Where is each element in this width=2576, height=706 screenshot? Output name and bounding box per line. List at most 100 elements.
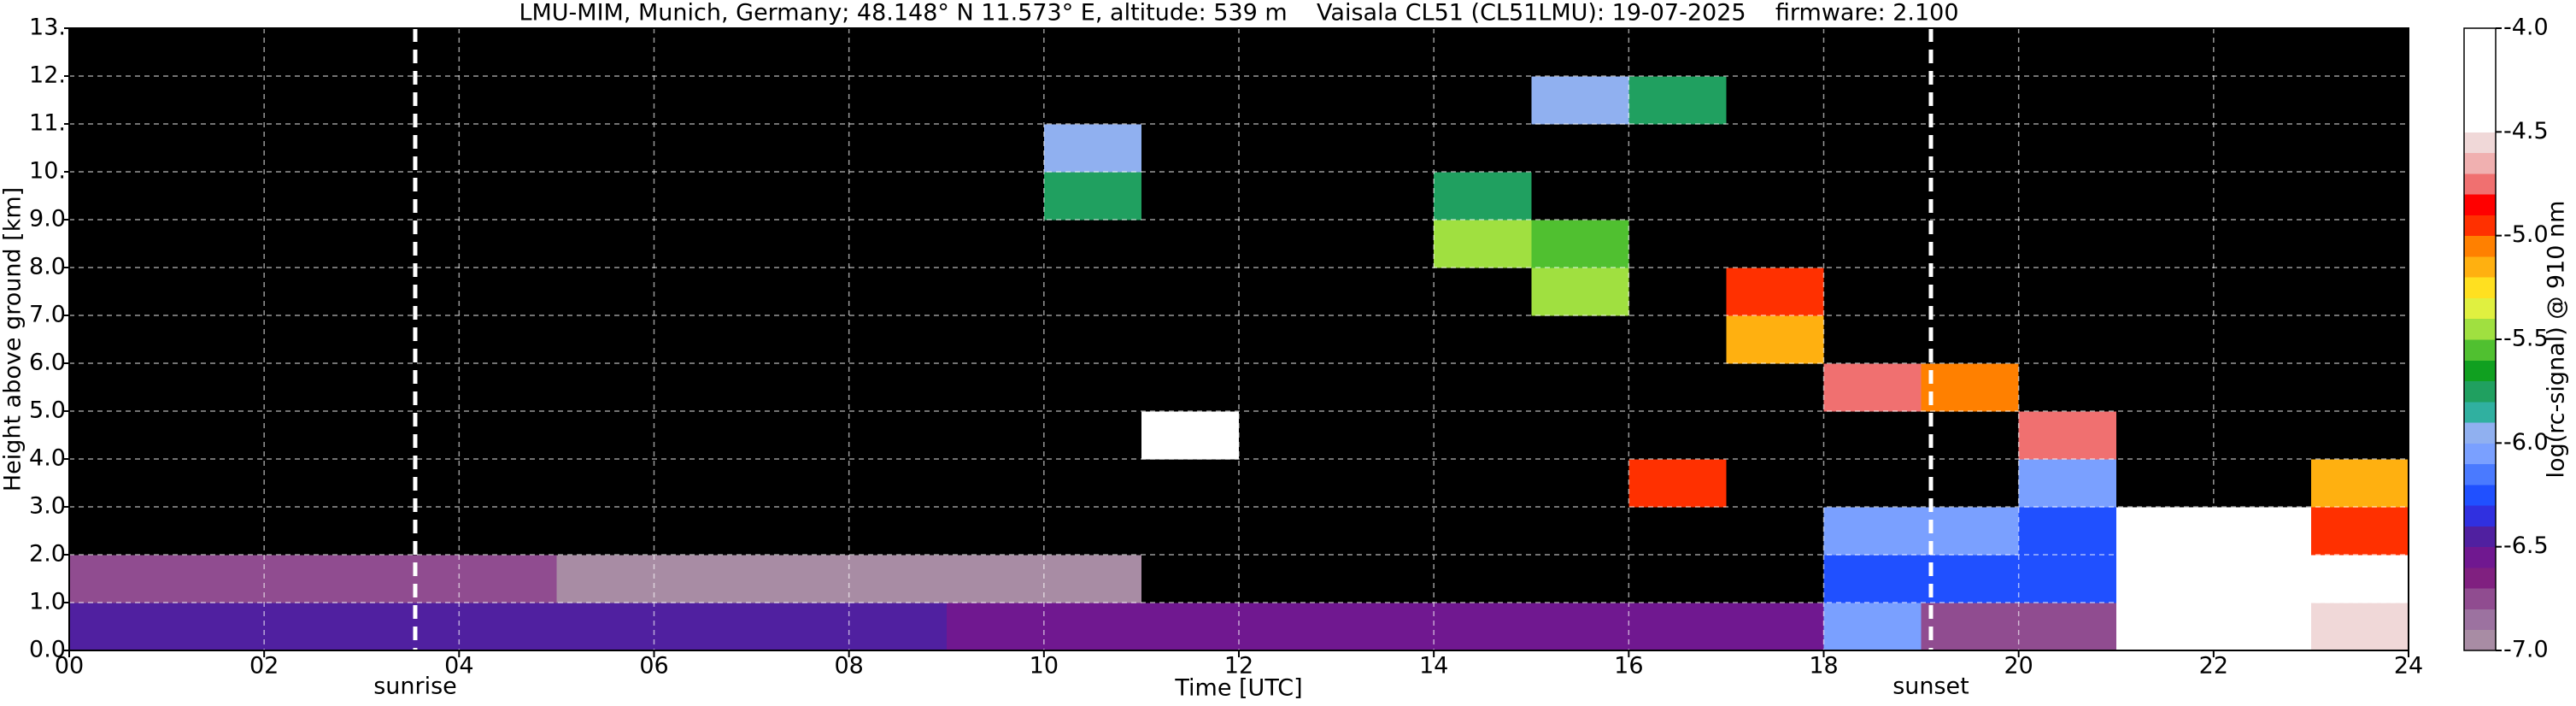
cell [459, 268, 557, 316]
cell [264, 28, 362, 77]
cell [264, 603, 362, 651]
cell [1823, 507, 1922, 556]
cell [264, 459, 362, 508]
cell [1921, 172, 2020, 221]
cell [459, 411, 557, 460]
colorbar-tick-label: -5.0 [2503, 221, 2549, 248]
cell [361, 76, 460, 125]
colorbar-swatch [2464, 567, 2496, 589]
cell [1336, 28, 1435, 77]
cell [459, 28, 557, 77]
cell [1726, 220, 1824, 268]
cell [1823, 603, 1922, 651]
cell [361, 220, 460, 268]
cell [1921, 124, 2020, 173]
y-tick-label: 12. [29, 62, 66, 89]
x-tick-label: 18 [1809, 653, 1838, 680]
cell [1141, 411, 1240, 460]
cell [2213, 555, 2312, 603]
cell [2115, 124, 2215, 173]
colorbar-tick-label: -4.0 [2503, 15, 2549, 41]
colorbar-tick-label: -7.0 [2503, 637, 2549, 663]
cell [1921, 603, 2020, 651]
cell [1823, 459, 1922, 508]
cell [1434, 28, 1532, 77]
cell [751, 555, 850, 603]
cell [946, 603, 1045, 651]
cell [1141, 507, 1240, 556]
cell [556, 363, 654, 412]
cell [946, 172, 1045, 221]
y-axis-label: Height above ground [km] [0, 187, 26, 491]
cell [1628, 363, 1727, 412]
y-tick-label: 5.0 [29, 397, 66, 424]
y-tick-label: 6.0 [29, 350, 66, 376]
cell [751, 124, 850, 173]
cell [2018, 76, 2117, 125]
chart-title: LMU-MIM, Munich, Germany; 48.148° N 11.5… [519, 0, 1958, 26]
y-tick-label: 9.0 [29, 206, 66, 232]
cell [848, 315, 948, 364]
cell [848, 28, 948, 77]
cell [1531, 555, 1629, 603]
heatmap [69, 28, 2409, 651]
cell [361, 603, 460, 651]
cell [1921, 28, 2020, 77]
cell [556, 76, 654, 125]
colorbar-swatch [2464, 111, 2496, 132]
cell [1823, 28, 1922, 77]
cell [556, 555, 654, 603]
cell [264, 268, 362, 316]
cell [2115, 172, 2215, 221]
cell [69, 268, 167, 316]
cell [1043, 411, 1142, 460]
y-tick-label: 7.0 [29, 302, 66, 328]
cell [1239, 220, 1337, 268]
cell [1628, 315, 1727, 364]
cell [848, 507, 948, 556]
cell [946, 459, 1045, 508]
cell [2310, 28, 2409, 77]
cell [167, 603, 265, 651]
cell [654, 363, 753, 412]
x-tick-label: 10 [1030, 653, 1059, 680]
cell [1239, 76, 1337, 125]
cell [751, 28, 850, 77]
cell [1239, 315, 1337, 364]
cell [69, 555, 167, 603]
cell [1726, 315, 1824, 364]
cell [2018, 124, 2117, 173]
cell [69, 76, 167, 125]
cell [1628, 220, 1727, 268]
cell [751, 315, 850, 364]
y-tick-label: 2.0 [29, 541, 66, 568]
cell [1823, 411, 1922, 460]
cell [2213, 507, 2312, 556]
cell [1726, 507, 1824, 556]
cell [361, 555, 460, 603]
cell [1726, 124, 1824, 173]
cell [2310, 76, 2409, 125]
x-tick-label: 14 [1419, 653, 1448, 680]
cell [1043, 363, 1142, 412]
cell [1336, 603, 1435, 651]
cell [946, 76, 1045, 125]
cell [1336, 507, 1435, 556]
cell [1726, 172, 1824, 221]
cell [1921, 555, 2020, 603]
colorbar-swatch [2464, 215, 2496, 237]
cell [1239, 28, 1337, 77]
colorbar-swatch [2464, 90, 2496, 112]
x-tick-label: 00 [55, 653, 84, 680]
cell [946, 28, 1045, 77]
cell [751, 220, 850, 268]
colorbar-tick-label: -5.5 [2503, 326, 2549, 352]
cell [1141, 268, 1240, 316]
cell [751, 411, 850, 460]
cell [1921, 220, 2020, 268]
cell [1434, 411, 1532, 460]
cell [264, 363, 362, 412]
x-tick-label: 20 [2004, 653, 2033, 680]
cell [459, 459, 557, 508]
